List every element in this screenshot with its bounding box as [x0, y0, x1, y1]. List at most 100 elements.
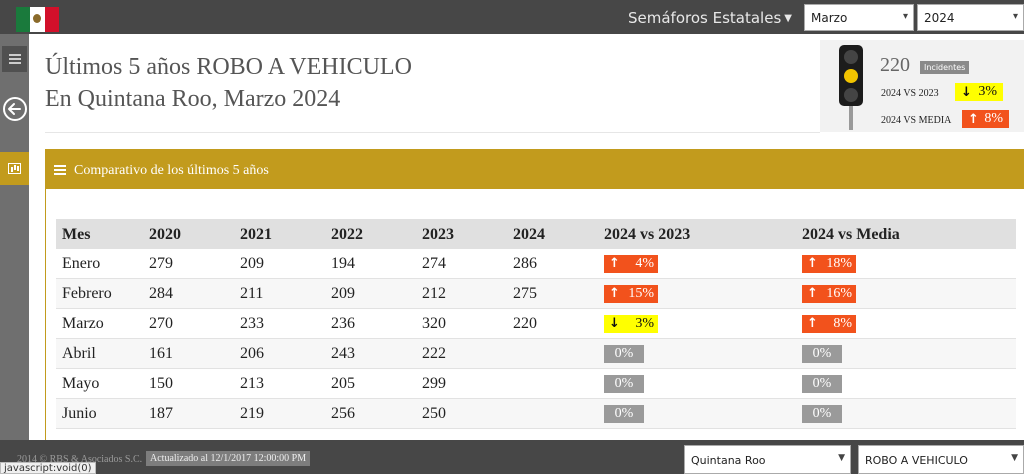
header-2023: 2023	[422, 226, 454, 243]
value-2020-cell: 279	[149, 255, 173, 272]
top-navbar: Semáforos Estatales ▼ Marzo ▾ 2024 ▾	[0, 0, 1024, 34]
incident-count: 220	[880, 54, 910, 76]
arrow-left-icon	[8, 103, 21, 115]
header-2021: 2021	[240, 226, 272, 243]
vs-media-chip-value: 18%	[826, 256, 852, 271]
mexico-flag-icon[interactable]	[16, 7, 59, 32]
vs-prev-chip: ↑ 4%	[604, 255, 658, 273]
value-2020-cell: 187	[149, 405, 173, 422]
vs-prev-chip: 0%	[604, 405, 644, 423]
comparison-table: Mes 2020 2021 2022 2023 2024 2024 vs 202…	[56, 219, 1016, 429]
value-2020-cell: 284	[149, 285, 173, 302]
header-2024-vs-2023: 2024 vs 2023	[604, 226, 691, 243]
arrow-up-icon: ↑	[807, 316, 818, 331]
vs-prev-chip: ↓ 3%	[604, 315, 658, 333]
value-2024-cell: 286	[513, 255, 537, 272]
vs-prev-chip-value: 15%	[628, 286, 654, 301]
value-2020-cell: 270	[149, 315, 173, 332]
vs-prev-chip-value: 4%	[635, 256, 654, 271]
chevron-down-icon: ▼	[838, 453, 845, 463]
table-row: Enero 279 209 194 274 286 ↑ 4% ↑ 18%	[56, 249, 1016, 279]
value-2021-cell: 213	[240, 375, 264, 392]
month-cell: Febrero	[62, 285, 112, 302]
chevron-down-icon: ▼	[1011, 453, 1018, 463]
month-cell: Enero	[62, 255, 101, 272]
month-cell: Mayo	[62, 375, 100, 392]
semaforo-summary: 220 Incidentes 2024 VS 2023 ↓ 3% 2024 VS…	[820, 40, 1024, 132]
crime-select[interactable]: ROBO A VEHICULO ▼	[858, 445, 1024, 474]
chart-view-button[interactable]	[0, 152, 29, 185]
header-2024-vs-media: 2024 vs Media	[802, 226, 900, 243]
year-select[interactable]: 2024 ▾	[917, 4, 1024, 31]
month-cell: Marzo	[62, 315, 104, 332]
arrow-up-icon: ↑	[609, 256, 620, 271]
month-cell: Abril	[62, 345, 96, 362]
vs-media-chip: 0%	[802, 375, 842, 393]
value-2020-cell: 150	[149, 375, 173, 392]
vs-media-chip: 0%	[802, 345, 842, 363]
value-2021-cell: 211	[240, 285, 264, 302]
crime-select-value: ROBO A VEHICULO	[865, 454, 968, 467]
value-2023-cell: 250	[422, 405, 446, 422]
vs-media-chip: ↑ 18%	[802, 255, 856, 273]
value-2022-cell: 256	[331, 405, 355, 422]
vs-media-chip-value: 16%	[826, 286, 852, 301]
vs-prev-value: 3%	[978, 84, 997, 99]
vs-prev-chip: ↑ 15%	[604, 285, 658, 303]
semaforos-menu-label: Semáforos Estatales	[628, 9, 782, 27]
arrow-up-icon: ↑	[968, 111, 979, 127]
value-2020-cell: 161	[149, 345, 173, 362]
copyright-text: 2014 © RBS & Asociados S.C.	[17, 454, 143, 465]
page-subtitle: En Quintana Roo, Marzo 2024	[45, 86, 341, 112]
vs-media-chip-value: 0%	[812, 376, 832, 391]
status-bar-url: javascript:void(0)	[0, 462, 96, 474]
header-2024: 2024	[513, 226, 545, 243]
footer-bar: 2014 © RBS & Asociados S.C. Actualizado …	[0, 440, 1024, 474]
vs-media-chip-value: 0%	[812, 406, 832, 421]
year-select-value: 2024	[924, 11, 955, 25]
vs-media-chip: ↑ 8%	[962, 110, 1009, 128]
value-2022-cell: 205	[331, 375, 355, 392]
vs-prev-chip-value: 0%	[614, 406, 634, 421]
traffic-light-icon	[839, 45, 863, 106]
month-select[interactable]: Marzo ▾	[804, 4, 914, 31]
table-row: Mayo 150 213 205 299 0% 0%	[56, 369, 1016, 399]
value-2022-cell: 209	[331, 285, 355, 302]
value-2023-cell: 274	[422, 255, 446, 272]
chevron-down-icon: ▾	[1012, 11, 1018, 22]
incidents-badge: Incidentes	[920, 61, 970, 74]
caret-down-icon: ▼	[784, 13, 792, 24]
back-button[interactable]	[3, 97, 27, 121]
panel-title: Comparativo de los últimos 5 años	[74, 163, 269, 178]
vs-media-value: 8%	[984, 111, 1003, 126]
traffic-light-pole	[849, 106, 853, 130]
month-select-value: Marzo	[811, 11, 848, 25]
hamburger-icon	[8, 54, 21, 64]
vs-media-chip-value: 0%	[812, 346, 832, 361]
semaforos-estatales-menu[interactable]: Semáforos Estatales ▼	[628, 9, 792, 27]
header-mes: Mes	[62, 226, 91, 243]
table-row: Febrero 284 211 209 212 275 ↑ 15% ↑ 16%	[56, 279, 1016, 309]
value-2023-cell: 212	[422, 285, 446, 302]
panel-header: Comparativo de los últimos 5 años	[46, 149, 1024, 189]
value-2023-cell: 222	[422, 345, 446, 362]
table-row: Abril 161 206 243 222 0% 0%	[56, 339, 1016, 369]
vs-prev-chip-value: 0%	[614, 346, 634, 361]
state-select[interactable]: Quintana Roo ▼	[684, 445, 851, 474]
month-cell: Junio	[62, 405, 97, 422]
arrow-up-icon: ↑	[807, 256, 818, 271]
value-2021-cell: 233	[240, 315, 264, 332]
table-header-row: Mes 2020 2021 2022 2023 2024 2024 vs 202…	[56, 219, 1016, 249]
value-2023-cell: 320	[422, 315, 446, 332]
value-2021-cell: 209	[240, 255, 264, 272]
traffic-light-red	[844, 50, 858, 64]
value-2022-cell: 194	[331, 255, 355, 272]
header-2020: 2020	[149, 226, 181, 243]
vs-prev-chip: ↓ 3%	[955, 83, 1003, 101]
value-2022-cell: 243	[331, 345, 355, 362]
table-row: Junio 187 219 256 250 0% 0%	[56, 399, 1016, 429]
vs-media-chip: 0%	[802, 405, 842, 423]
sidebar-toggle-button[interactable]	[2, 46, 27, 72]
value-2021-cell: 219	[240, 405, 264, 422]
arrow-down-icon: ↓	[961, 84, 972, 100]
